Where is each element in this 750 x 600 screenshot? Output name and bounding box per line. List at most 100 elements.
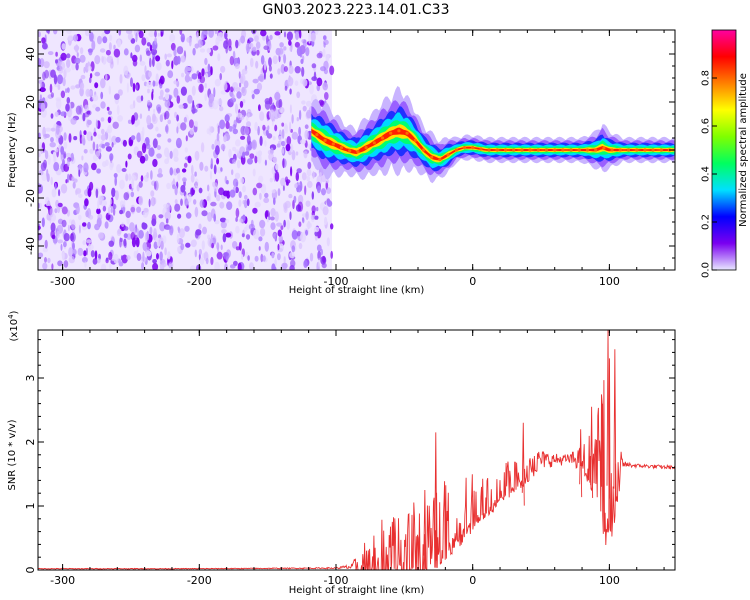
noise-blob xyxy=(213,87,216,98)
noise-blob xyxy=(229,97,237,103)
noise-blob xyxy=(268,65,272,72)
noise-blob xyxy=(181,168,187,173)
noise-blob xyxy=(173,48,177,57)
noise-blob xyxy=(277,229,282,237)
noise-blob xyxy=(70,117,77,125)
noise-blob xyxy=(208,125,212,136)
noise-blob xyxy=(47,257,51,264)
noise-blob xyxy=(314,230,319,237)
noise-blob xyxy=(246,146,250,155)
ridge-peak xyxy=(610,148,614,152)
noise-blob xyxy=(126,255,131,261)
noise-blob xyxy=(53,74,58,85)
noise-blob xyxy=(305,100,312,107)
noise-blob xyxy=(63,141,68,150)
noise-blob xyxy=(267,125,270,131)
noise-blob xyxy=(194,43,200,49)
colorbar-tick-label: 0.2 xyxy=(701,214,712,230)
noise-blob xyxy=(281,128,285,139)
x-tick-label: -300 xyxy=(50,275,75,288)
noise-blob xyxy=(90,250,95,258)
noise-blob xyxy=(119,237,123,243)
noise-blob xyxy=(119,179,125,190)
noise-blob xyxy=(101,263,107,270)
noise-blob xyxy=(115,136,121,143)
noise-blob xyxy=(201,210,208,217)
noise-blob xyxy=(216,242,220,250)
noise-blob xyxy=(165,225,172,230)
x-tick-label: -300 xyxy=(50,574,75,587)
noise-blob xyxy=(185,67,192,72)
noise-blob xyxy=(96,143,99,150)
noise-blob xyxy=(252,168,256,177)
noise-blob xyxy=(148,147,155,157)
x-tick-label: 0 xyxy=(469,574,476,587)
noise-blob xyxy=(254,201,261,208)
noise-blob xyxy=(154,30,157,38)
noise-blob xyxy=(300,139,306,145)
noise-blob xyxy=(118,30,122,36)
noise-blob xyxy=(236,91,242,99)
noise-blob xyxy=(133,227,137,235)
noise-blob xyxy=(79,87,84,97)
noise-blob xyxy=(148,31,155,38)
noise-blob xyxy=(241,254,244,260)
noise-blob xyxy=(123,192,130,201)
noise-blob xyxy=(226,201,233,211)
noise-blob xyxy=(271,189,276,194)
noise-blob xyxy=(87,119,92,125)
noise-blob xyxy=(69,102,72,113)
noise-blob xyxy=(320,248,324,256)
noise-blob xyxy=(127,119,132,125)
noise-blob xyxy=(129,104,134,110)
noise-blob xyxy=(97,213,103,221)
noise-blob xyxy=(191,164,194,175)
noise-blob xyxy=(280,108,283,114)
noise-blob xyxy=(80,74,86,80)
noise-blob xyxy=(117,115,123,122)
noise-blob xyxy=(235,225,240,234)
noise-blob xyxy=(153,228,157,238)
y-tick-label: 40 xyxy=(24,47,37,61)
noise-blob xyxy=(47,30,50,35)
noise-blob xyxy=(160,31,163,37)
y-tick-label: 20 xyxy=(24,95,37,109)
noise-blob xyxy=(204,57,208,66)
noise-blob xyxy=(83,66,86,74)
noise-blob xyxy=(138,195,144,206)
noise-blob xyxy=(105,49,111,56)
noise-blob xyxy=(101,144,106,149)
noise-blob xyxy=(108,251,113,261)
noise-blob xyxy=(127,33,133,41)
noise-blob xyxy=(257,156,261,162)
noise-blob xyxy=(132,59,138,67)
noise-blob xyxy=(135,32,138,43)
noise-blob xyxy=(146,81,153,88)
noise-blob xyxy=(290,166,293,177)
noise-blob xyxy=(224,114,230,123)
noise-blob xyxy=(209,170,213,180)
ridge-peak xyxy=(397,129,401,133)
noise-blob xyxy=(216,251,223,260)
noise-blob xyxy=(174,203,181,212)
noise-blob xyxy=(129,222,135,232)
noise-blob xyxy=(39,94,43,101)
noise-blob xyxy=(81,155,84,161)
noise-blob xyxy=(296,91,301,99)
snr-spike xyxy=(590,406,594,498)
noise-blob xyxy=(265,129,269,136)
noise-blob xyxy=(144,65,147,74)
noise-blob xyxy=(204,83,207,89)
noise-blob xyxy=(45,127,52,132)
noise-blob xyxy=(228,125,233,132)
noise-blob xyxy=(224,219,230,224)
noise-blob xyxy=(55,97,62,102)
y-tick-label: 0 xyxy=(24,567,37,574)
ridge-peak xyxy=(569,148,573,152)
noise-blob xyxy=(298,242,303,250)
noise-blob xyxy=(295,31,299,40)
ridge-peak xyxy=(585,148,590,152)
ridge-peak xyxy=(651,148,655,152)
noise-blob xyxy=(300,58,304,64)
ridge-peak xyxy=(438,158,442,162)
